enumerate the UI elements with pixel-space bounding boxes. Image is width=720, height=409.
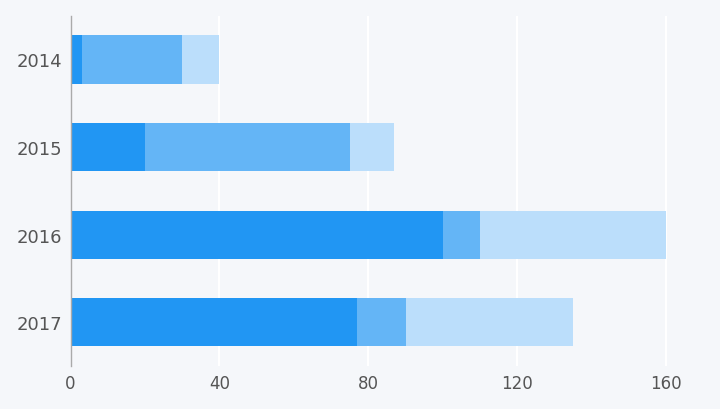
Bar bbox=[405, 299, 573, 346]
Bar bbox=[350, 124, 395, 172]
Bar bbox=[357, 299, 405, 346]
Bar bbox=[82, 36, 182, 84]
Bar bbox=[71, 124, 145, 172]
Bar bbox=[145, 124, 350, 172]
Bar bbox=[71, 299, 357, 346]
Bar bbox=[480, 211, 666, 259]
Bar bbox=[71, 36, 82, 84]
Bar bbox=[443, 211, 480, 259]
Bar bbox=[182, 36, 220, 84]
Bar bbox=[71, 211, 443, 259]
